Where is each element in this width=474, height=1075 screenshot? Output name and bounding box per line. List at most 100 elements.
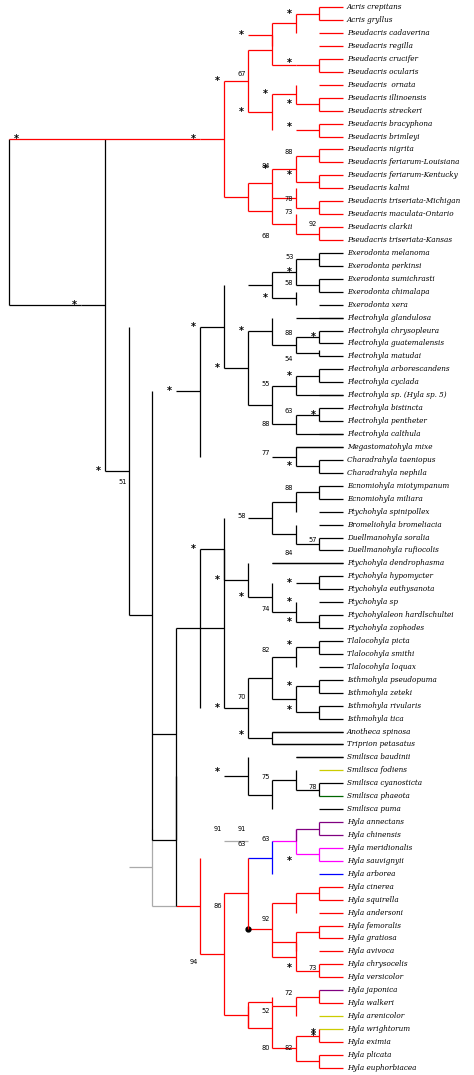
Text: 72: 72	[285, 990, 293, 995]
Text: Ptychohyla spinipollex: Ptychohyla spinipollex	[346, 507, 429, 516]
Text: Hyla sauvignyii: Hyla sauvignyii	[346, 857, 403, 865]
Text: 78: 78	[285, 196, 293, 202]
Text: Plectrohyla bistincta: Plectrohyla bistincta	[346, 404, 422, 412]
Text: 67: 67	[237, 71, 246, 77]
Text: Plectrohyla matudai: Plectrohyla matudai	[346, 353, 421, 360]
Text: Pseudacris feriarum-Louisiana: Pseudacris feriarum-Louisiana	[346, 158, 459, 167]
Text: 73: 73	[285, 209, 293, 215]
Text: *: *	[191, 321, 196, 332]
Text: *: *	[263, 293, 268, 303]
Text: *: *	[263, 163, 268, 174]
Text: *: *	[286, 682, 292, 691]
Text: *: *	[286, 268, 292, 277]
Text: 63: 63	[261, 836, 270, 842]
Text: Pseudacris streckeri: Pseudacris streckeri	[346, 106, 422, 115]
Text: Hyla plicata: Hyla plicata	[346, 1051, 391, 1059]
Text: 88: 88	[285, 330, 293, 336]
Text: 53: 53	[285, 254, 293, 260]
Text: 91: 91	[214, 826, 222, 832]
Text: *: *	[13, 134, 18, 144]
Text: *: *	[239, 326, 244, 335]
Text: Hyla femoralis: Hyla femoralis	[346, 921, 401, 930]
Text: Exerodonta chimalapa: Exerodonta chimalapa	[346, 288, 429, 296]
Text: *: *	[286, 640, 292, 650]
Text: 92: 92	[261, 916, 270, 922]
Text: Pseudacris cadaverina: Pseudacris cadaverina	[346, 29, 429, 37]
Text: Charadrahyla nephila: Charadrahyla nephila	[346, 469, 427, 477]
Text: 51: 51	[118, 478, 127, 485]
Text: Plectrohyla guatemalensis: Plectrohyla guatemalensis	[346, 340, 444, 347]
Text: Exerodonta perkinsi: Exerodonta perkinsi	[346, 262, 421, 270]
Text: *: *	[239, 108, 244, 117]
Text: 84: 84	[261, 163, 270, 169]
Text: Duellmanohyla rufiocolis: Duellmanohyla rufiocolis	[346, 546, 438, 555]
Text: 54: 54	[285, 356, 293, 362]
Text: Ptychohyla sp: Ptychohyla sp	[346, 598, 398, 606]
Text: Smilisca cyanosticta: Smilisca cyanosticta	[346, 779, 422, 787]
Text: Isthmohyla pseudopuma: Isthmohyla pseudopuma	[346, 676, 437, 684]
Text: 82: 82	[285, 1045, 293, 1051]
Text: 70: 70	[237, 693, 246, 700]
Text: *: *	[215, 76, 220, 86]
Text: Charadrahyla taeniopus: Charadrahyla taeniopus	[346, 456, 435, 464]
Text: *: *	[286, 371, 292, 381]
Text: *: *	[239, 730, 244, 741]
Text: 91: 91	[237, 826, 246, 832]
Text: 86: 86	[213, 903, 222, 909]
Text: 63: 63	[285, 407, 293, 414]
Text: Plectrohyla sp. (Hyla sp. 5): Plectrohyla sp. (Hyla sp. 5)	[346, 391, 447, 399]
Text: *: *	[215, 575, 220, 585]
Text: Pseudacris clarkii: Pseudacris clarkii	[346, 223, 412, 231]
Text: 68: 68	[261, 233, 270, 239]
Text: Smilisca phaeota: Smilisca phaeota	[346, 792, 410, 800]
Text: Pseudacris crucifer: Pseudacris crucifer	[346, 55, 418, 63]
Text: Smilisca puma: Smilisca puma	[346, 805, 401, 813]
Text: *: *	[263, 89, 268, 100]
Text: *: *	[310, 1028, 315, 1038]
Text: *: *	[310, 332, 315, 342]
Text: Plectrohyla cyclada: Plectrohyla cyclada	[346, 378, 419, 386]
Text: Exerodonta sumichrasti: Exerodonta sumichrasti	[346, 275, 435, 283]
Text: 84: 84	[285, 550, 293, 556]
Text: Bromeliohyla bromeliacia: Bromeliohyla bromeliacia	[346, 520, 441, 529]
Text: *: *	[310, 1031, 315, 1041]
Text: *: *	[286, 856, 292, 865]
Text: *: *	[286, 617, 292, 627]
Text: Isthmohyla rivularis: Isthmohyla rivularis	[346, 702, 421, 710]
Text: 55: 55	[261, 381, 270, 387]
Text: Megastomatohyla mixe: Megastomatohyla mixe	[346, 443, 432, 450]
Text: Hyla japonica: Hyla japonica	[346, 986, 397, 994]
Text: *: *	[286, 461, 292, 471]
Text: 88: 88	[285, 149, 293, 155]
Text: *: *	[239, 592, 244, 602]
Text: Tlalocohyla loquax: Tlalocohyla loquax	[346, 663, 416, 671]
Text: *: *	[286, 704, 292, 715]
Text: Tlalocohyla smithi: Tlalocohyla smithi	[346, 650, 414, 658]
Text: Exerodonta melanoma: Exerodonta melanoma	[346, 249, 429, 257]
Text: Smilisca fodiens: Smilisca fodiens	[346, 766, 407, 774]
Text: *: *	[72, 300, 77, 310]
Text: Pseudacris feriarum-Kentucky: Pseudacris feriarum-Kentucky	[346, 171, 457, 180]
Text: *: *	[215, 703, 220, 713]
Text: Pseudacris maculata-Ontario: Pseudacris maculata-Ontario	[346, 210, 453, 218]
Text: Pseudacris bracyphona: Pseudacris bracyphona	[346, 119, 432, 128]
Text: *: *	[286, 170, 292, 181]
Text: Ptychohyla zophodes: Ptychohyla zophodes	[346, 625, 424, 632]
Text: *: *	[286, 598, 292, 607]
Text: Plectrohyla glandulosa: Plectrohyla glandulosa	[346, 314, 431, 321]
Text: Pseudacris kalmi: Pseudacris kalmi	[346, 184, 409, 192]
Text: Pseudacris regilla: Pseudacris regilla	[346, 42, 413, 49]
Text: Hyla chinensis: Hyla chinensis	[346, 831, 401, 838]
Text: 78: 78	[309, 784, 317, 790]
Text: Pseudacris triseriata-Kansas: Pseudacris triseriata-Kansas	[346, 236, 452, 244]
Text: Hyla cinerea: Hyla cinerea	[346, 883, 393, 891]
Text: *: *	[239, 30, 244, 40]
Text: Hyla gratiosa: Hyla gratiosa	[346, 934, 396, 943]
Text: 73: 73	[309, 965, 317, 971]
Text: 80: 80	[261, 1045, 270, 1051]
Text: Hyla annectans: Hyla annectans	[346, 818, 404, 826]
Text: *: *	[215, 766, 220, 776]
Text: Duellmanohyla soralia: Duellmanohyla soralia	[346, 533, 429, 542]
Text: Hyla eximia: Hyla eximia	[346, 1038, 391, 1046]
Text: 77: 77	[261, 450, 270, 457]
